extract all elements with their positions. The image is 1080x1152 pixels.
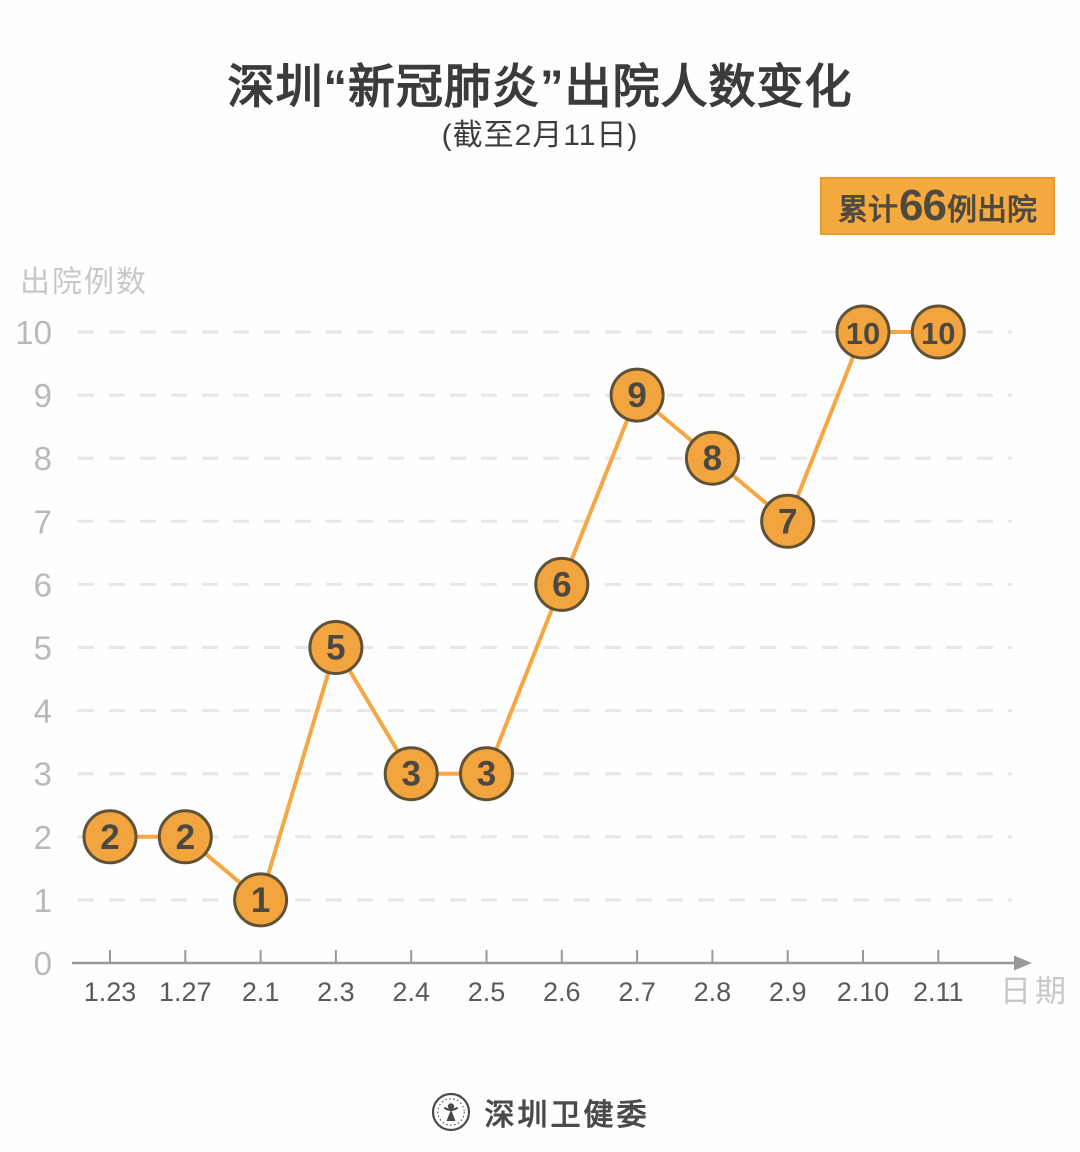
x-tick-label: 2.3	[317, 977, 355, 1007]
data-point-value: 9	[627, 376, 646, 415]
data-point-value: 10	[921, 316, 955, 351]
x-axis-arrow-icon	[1014, 955, 1032, 971]
x-tick-label: 1.23	[84, 977, 137, 1007]
data-point-value: 6	[552, 565, 571, 604]
data-point-marker	[233, 872, 289, 928]
data-point-marker	[157, 809, 213, 865]
data-point-marker	[459, 746, 514, 802]
data-point-marker	[760, 493, 816, 549]
y-tick-label: 0	[34, 945, 52, 982]
data-point-value: 2	[176, 818, 195, 857]
data-point-value: 2	[100, 818, 119, 857]
badge-prefix: 累计	[838, 194, 899, 227]
data-point-marker	[835, 304, 891, 360]
y-tick-label: 1	[34, 882, 52, 919]
x-tick-label: 2.4	[392, 977, 430, 1007]
data-point-marker	[82, 809, 138, 865]
footer: 深圳卫健委	[0, 1090, 1080, 1134]
data-point-value: 5	[326, 629, 345, 668]
data-point-marker	[383, 746, 439, 802]
x-tick-label: 2.11	[913, 977, 964, 1007]
data-point-value: 10	[846, 316, 880, 351]
data-line	[108, 330, 941, 902]
y-axis-title: 出院例数	[20, 266, 148, 299]
shenzhen-health-commission-logo-icon	[431, 1092, 470, 1132]
x-tick-label: 2.9	[769, 977, 807, 1007]
y-tick-label: 3	[34, 756, 52, 793]
data-point-marker	[684, 430, 740, 486]
data-point-marker	[609, 367, 665, 423]
y-tick-label: 5	[34, 630, 52, 667]
page-subtitle: (截至2月11日)	[441, 119, 639, 152]
x-axis-title: 日期	[1000, 974, 1070, 1009]
data-point-value: 3	[477, 755, 496, 794]
x-tick-label: 2.1	[242, 977, 280, 1007]
y-tick-label: 9	[34, 377, 52, 414]
badge-suffix: 例出院	[947, 194, 1037, 227]
badge-number: 66	[899, 181, 947, 230]
data-point-value: 8	[703, 439, 722, 478]
data-point-marker	[910, 304, 966, 360]
y-tick-label: 6	[34, 566, 52, 603]
footer-org-name: 深圳卫健委	[484, 1099, 650, 1132]
x-tick-label: 1.27	[159, 977, 212, 1007]
x-tick-label: 2.8	[694, 977, 732, 1007]
data-point-value: 1	[251, 881, 270, 920]
x-tick-label: 2.5	[468, 977, 506, 1007]
y-tick-label: 10	[15, 314, 52, 351]
y-tick-label: 4	[34, 693, 52, 730]
x-tick-label: 2.10	[837, 977, 890, 1007]
page-title: 深圳“新冠肺炎”出院人数变化	[227, 60, 853, 113]
x-tick-label: 2.6	[543, 977, 581, 1007]
data-point-value: 3	[401, 755, 420, 794]
y-tick-label: 7	[34, 503, 52, 540]
data-point-marker	[534, 556, 590, 612]
x-tick-label: 2.7	[618, 977, 656, 1007]
cumulative-total-badge: 累计 66 例出院	[820, 177, 1055, 235]
data-point-marker	[308, 620, 364, 675]
data-point-value: 7	[778, 502, 797, 541]
y-tick-label: 8	[34, 440, 52, 477]
y-tick-label: 2	[34, 819, 52, 856]
